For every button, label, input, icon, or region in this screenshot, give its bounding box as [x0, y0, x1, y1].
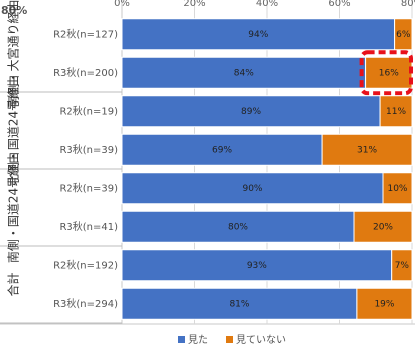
- bar-segment-mita: [121, 287, 358, 320]
- legend-swatch: [178, 336, 185, 343]
- row-label: R3秋(n=39): [59, 143, 118, 156]
- data-label-mita: 93%: [247, 261, 267, 271]
- x-tick-label: 20%: [183, 0, 205, 9]
- bar-segment-miteinai: [379, 95, 413, 128]
- group-label: 南側・国道24号経由: [6, 152, 21, 263]
- bar-segment-miteinai: [365, 56, 413, 89]
- x-tick-label: 80%: [401, 0, 415, 9]
- group-label: 南側・大宮通り経由: [6, 0, 21, 108]
- group-label: 合計: [6, 272, 21, 296]
- legend-swatch: [226, 336, 233, 343]
- bar-segment-miteinai: [353, 210, 413, 243]
- x-tick-label: 60%: [328, 0, 350, 9]
- data-label-miteinai: 10%: [387, 184, 407, 194]
- data-label-mita: 94%: [248, 30, 268, 40]
- data-label-mita: 89%: [241, 107, 261, 117]
- legend-label: 見ていない: [236, 334, 286, 346]
- data-label-miteinai: 11%: [386, 107, 406, 117]
- corner-label: 80%: [1, 4, 27, 17]
- row-label: R3秋(n=200): [53, 66, 118, 79]
- data-label-miteinai: 16%: [379, 68, 399, 78]
- bar-segment-mita: [121, 172, 384, 205]
- data-label-mita: 81%: [229, 299, 249, 309]
- x-tick-label: 0%: [114, 0, 130, 9]
- row-label: R3秋(n=294): [53, 297, 118, 310]
- bar-segment-mita: [121, 133, 323, 166]
- group-label: 北側・国道24号経由: [7, 75, 21, 186]
- data-label-mita: 80%: [228, 222, 248, 232]
- data-label-mita: 69%: [212, 145, 232, 155]
- bar-segment-miteinai: [356, 287, 413, 320]
- x-tick-label: 40%: [256, 0, 278, 9]
- data-label-mita: 84%: [234, 68, 254, 78]
- data-label-mita: 90%: [242, 184, 262, 194]
- data-label-miteinai: 20%: [373, 222, 393, 232]
- row-label: R2秋(n=192): [53, 258, 118, 271]
- row-label: R2秋(n=19): [59, 104, 118, 117]
- bar-segment-mita: [121, 56, 367, 89]
- data-label-miteinai: 31%: [357, 145, 377, 155]
- highlight-box: [359, 50, 414, 96]
- legend-label: 見た: [188, 334, 208, 346]
- bar-segment-miteinai: [394, 18, 413, 51]
- bar-segment-miteinai: [382, 172, 413, 205]
- bar-segment-miteinai: [321, 133, 413, 166]
- row-label: R2秋(n=127): [53, 27, 118, 40]
- bar-segment-mita: [121, 210, 355, 243]
- row-label: R2秋(n=39): [59, 181, 118, 194]
- data-label-miteinai: 19%: [374, 299, 394, 309]
- bar-segment-miteinai: [391, 249, 413, 282]
- data-label-miteinai: 6%: [396, 30, 411, 40]
- data-label-miteinai: 7%: [395, 261, 410, 271]
- row-label: R3秋(n=41): [59, 220, 118, 233]
